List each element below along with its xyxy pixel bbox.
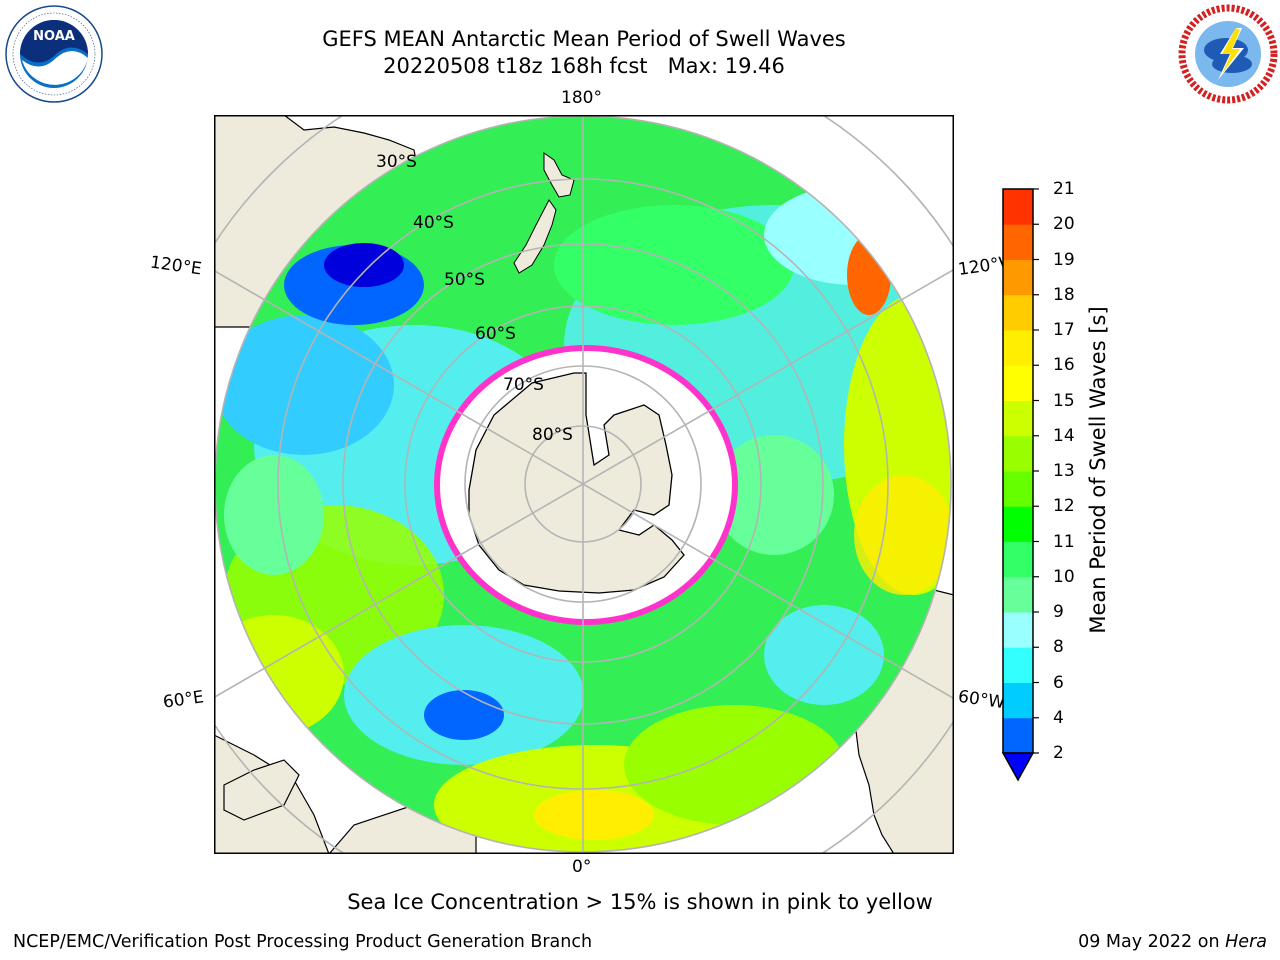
colorbar-segment (1003, 400, 1033, 437)
lat-label-80s: 80°S (532, 425, 573, 445)
chart-subtitle: 20220508 t18z 168h fcst Max: 19.46 (383, 54, 785, 78)
lon-label-180: 180° (561, 88, 602, 108)
colorbar-segment (1003, 647, 1033, 683)
colorbar-tick-label: 13 (1053, 461, 1075, 481)
lat-label-30s: 30°S (376, 152, 417, 172)
colorbar-segment (1003, 576, 1033, 613)
colorbar-segment (1003, 365, 1033, 401)
colorbar-tick-label: 12 (1053, 496, 1075, 517)
noaa-logo-icon: NOAA (4, 4, 104, 108)
colorbar-extend-triangle (1001, 752, 1035, 782)
colorbar-tick-label: 18 (1053, 284, 1075, 305)
colorbar-segment (1003, 717, 1033, 754)
noaa-logo-text: NOAA (33, 29, 75, 44)
colorbar-tick-label: 2 (1053, 743, 1064, 763)
nws-logo-icon (1178, 4, 1278, 108)
colorbar-tick-label: 6 (1053, 672, 1064, 693)
colorbar-tick-label: 9 (1053, 602, 1064, 622)
sea-ice-caption: Sea Ice Concentration > 15% is shown in … (347, 890, 933, 914)
colorbar-segment (1003, 612, 1033, 648)
antarctica-land (468, 372, 685, 594)
colorbar-segment (1003, 435, 1033, 472)
colorbar (1001, 188, 1039, 782)
lat-label-50s: 50°S (444, 270, 485, 290)
colorbar-tick-label: 15 (1053, 390, 1075, 411)
footer-producer: NCEP/EMC/Verification Post Processing Pr… (13, 932, 593, 952)
footer-host: Hera (1225, 932, 1267, 952)
new-zealand-land (513, 152, 575, 274)
colorbar-tick-label: 11 (1053, 531, 1075, 552)
colorbar-segment (1003, 541, 1033, 578)
colorbar-segment (1003, 330, 1033, 366)
colorbar-tick-label: 16 (1053, 355, 1075, 376)
lon-label-120e: 120°E (148, 252, 203, 280)
lon-label-0: 0° (572, 857, 592, 877)
lat-label-40s: 40°S (413, 213, 454, 233)
lon-label-60e: 60°E (161, 687, 206, 713)
colorbar-tick-label: 19 (1053, 249, 1075, 270)
colorbar-tick-label: 8 (1053, 637, 1064, 658)
lat-label-60s: 60°S (475, 324, 516, 344)
colorbar-tick-label: 20 (1053, 214, 1075, 235)
colorbar-segment (1003, 471, 1033, 507)
colorbar-segment (1003, 259, 1033, 296)
chart-title: GEFS MEAN Antarctic Mean Period of Swell… (322, 27, 846, 51)
colorbar-tick-label: 10 (1053, 566, 1075, 587)
colorbar-segment (1003, 224, 1033, 260)
colorbar-segment (1003, 506, 1033, 542)
colorbar-segment (1003, 189, 1033, 225)
colorbar-tick-label: 14 (1053, 425, 1075, 446)
colorbar-tick-label: 17 (1053, 320, 1075, 340)
footer-date: 09 May 2022 on Hera (1078, 932, 1267, 952)
lat-label-70s: 70°S (503, 375, 544, 395)
colorbar-tick-label: 4 (1053, 707, 1064, 728)
colorbar-tick-label: 21 (1053, 179, 1075, 199)
colorbar-segment (1003, 682, 1033, 719)
polar-map (214, 115, 954, 854)
colorbar-segment (1003, 294, 1033, 331)
